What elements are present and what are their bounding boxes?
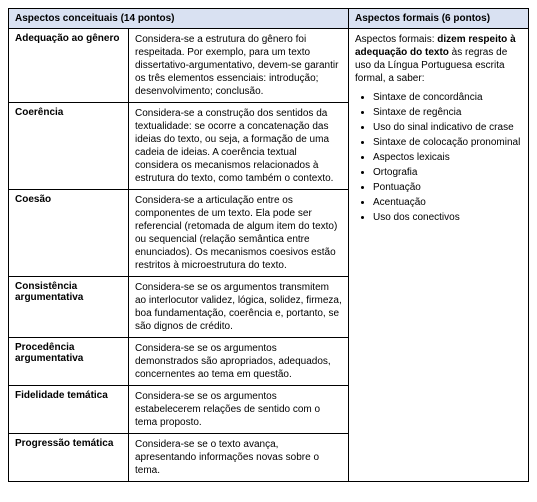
criterion-label: Coerência (9, 103, 129, 190)
criterion-label: Procedência argumentativa (9, 338, 129, 386)
criterion-label: Fidelidade temática (9, 386, 129, 434)
criterion-label: Progressão temática (9, 434, 129, 482)
criterion-desc: Considera-se se o texto avança, apresent… (129, 434, 349, 482)
header-formal: Aspectos formais (6 pontos) (349, 9, 529, 29)
formal-list-item: Sintaxe de colocação pronominal (373, 136, 522, 149)
formal-intro-prefix: Aspectos formais: (355, 34, 437, 45)
criterion-label: Coesão (9, 190, 129, 277)
criterion-desc: Considera-se se os argumentos demonstrad… (129, 338, 349, 386)
formal-list-item: Pontuação (373, 181, 522, 194)
criterion-label: Consistência argumentativa (9, 277, 129, 338)
formal-list-item: Uso do sinal indicativo de crase (373, 121, 522, 134)
header-conceptual: Aspectos conceituais (14 pontos) (9, 9, 349, 29)
criterion-desc: Considera-se se os argumentos transmitem… (129, 277, 349, 338)
criterion-desc: Considera-se a construção dos sentidos d… (129, 103, 349, 190)
formal-list-item: Ortografia (373, 166, 522, 179)
formal-list-item: Sintaxe de concordância (373, 91, 522, 104)
criterion-desc: Considera-se a articulação entre os comp… (129, 190, 349, 277)
formal-list: Sintaxe de concordância Sintaxe de regênc… (355, 91, 522, 224)
formal-list-item: Sintaxe de regência (373, 106, 522, 119)
formal-list-item: Aspectos lexicais (373, 151, 522, 164)
formal-aspects-cell: Aspectos formais: dizem respeito à adequ… (349, 29, 529, 482)
criterion-desc: Considera-se se os argumentos estabelece… (129, 386, 349, 434)
criteria-table: Aspectos conceituais (14 pontos) Aspecto… (8, 8, 529, 482)
criterion-desc: Considera-se a estrutura do gênero foi r… (129, 29, 349, 103)
formal-list-item: Uso dos conectivos (373, 211, 522, 224)
formal-list-item: Acentuação (373, 196, 522, 209)
formal-intro: Aspectos formais: dizem respeito à adequ… (355, 33, 522, 85)
criterion-label: Adequação ao gênero (9, 29, 129, 103)
